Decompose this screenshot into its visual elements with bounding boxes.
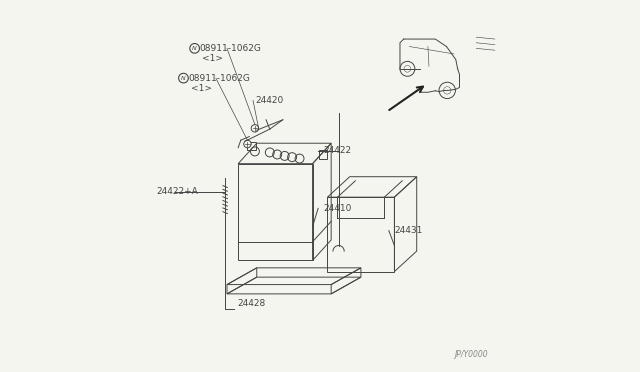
Bar [248, 142, 255, 150]
Text: 24428: 24428 [237, 299, 266, 308]
Text: 08911-1062G: 08911-1062G [189, 74, 250, 83]
Text: <1>: <1> [202, 54, 223, 63]
Text: N: N [193, 46, 197, 51]
Bar [319, 150, 327, 158]
Text: JP/Y0000: JP/Y0000 [454, 350, 488, 359]
Text: N: N [181, 76, 186, 81]
Text: 24422: 24422 [324, 146, 352, 155]
Text: 24410: 24410 [324, 204, 352, 213]
Circle shape [251, 125, 259, 132]
Text: 24422+A: 24422+A [156, 187, 198, 196]
Text: 24431: 24431 [394, 226, 423, 235]
Text: <1>: <1> [191, 84, 212, 93]
Text: 08911-1062G: 08911-1062G [200, 44, 262, 53]
Circle shape [244, 140, 251, 148]
Text: 24420: 24420 [255, 96, 283, 105]
